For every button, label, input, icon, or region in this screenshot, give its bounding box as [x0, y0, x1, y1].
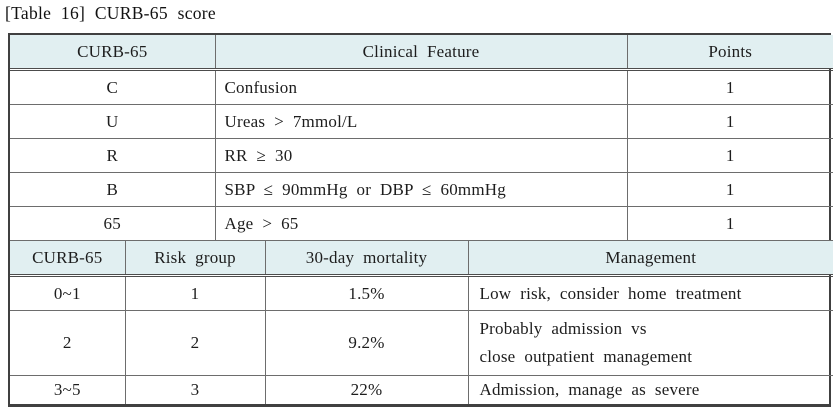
risk-group-cell: 2: [124, 310, 266, 376]
score-key-cell: U: [10, 104, 216, 139]
management-cell: Probably admission vs close outpatient m…: [467, 310, 833, 376]
header-clinical-feature: Clinical Feature: [214, 35, 628, 71]
management-cell: Admission, manage as severe: [467, 375, 833, 404]
score-key-cell: B: [10, 172, 216, 207]
curb65-tables: CURB-65 Clinical Feature Points C Confus…: [8, 33, 833, 407]
points-cell: 1: [626, 104, 833, 139]
risk-group-cell: 3: [124, 375, 266, 404]
score-range-cell: 0~1: [10, 275, 126, 311]
points-cell: 1: [626, 172, 833, 207]
table-row: U Ureas > 7mmol/L 1: [10, 104, 833, 139]
points-cell: 1: [626, 206, 833, 241]
score-key-cell: 65: [10, 206, 216, 241]
page: [Table 16] CURB-65 score CURB-65 Clinica…: [0, 3, 837, 407]
header-30-day-mortality: 30-day mortality: [264, 241, 469, 277]
clinical-feature-cell: Ureas > 7mmol/L: [214, 104, 628, 139]
curb65-risk-table: CURB-65 Risk group 30-day mortality Mana…: [10, 241, 833, 404]
score-key-cell: R: [10, 138, 216, 173]
clinical-feature-cell: Age > 65: [214, 206, 628, 241]
clinical-feature-cell: Confusion: [214, 69, 628, 105]
header-risk-group: Risk group: [124, 241, 266, 277]
mortality-cell: 22%: [264, 375, 469, 404]
points-cell: 1: [626, 138, 833, 173]
score-key-cell: C: [10, 69, 216, 105]
clinical-feature-cell: RR ≥ 30: [214, 138, 628, 173]
table-row: R RR ≥ 30 1: [10, 138, 833, 173]
mortality-cell: 9.2%: [264, 310, 469, 376]
table-row: 3~5 3 22% Admission, manage as severe: [10, 375, 833, 404]
header-curb65-risk: CURB-65: [10, 241, 126, 277]
risk-table-header-row: CURB-65 Risk group 30-day mortality Mana…: [10, 241, 833, 277]
table-row: C Confusion 1: [10, 69, 833, 105]
table-row: 65 Age > 65 1: [10, 206, 833, 241]
header-management: Management: [467, 241, 833, 277]
curb65-score-table: CURB-65 Clinical Feature Points C Confus…: [10, 35, 833, 241]
risk-group-cell: 1: [124, 275, 266, 311]
score-range-cell: 3~5: [10, 375, 126, 404]
table-row: 2 2 9.2% Probably admission vs close out…: [10, 310, 833, 376]
header-curb65: CURB-65: [10, 35, 216, 71]
table-row: 0~1 1 1.5% Low risk, consider home treat…: [10, 275, 833, 311]
mortality-cell: 1.5%: [264, 275, 469, 311]
points-cell: 1: [626, 69, 833, 105]
score-range-cell: 2: [10, 310, 126, 376]
table-caption: [Table 16] CURB-65 score: [5, 3, 216, 23]
table-row: B SBP ≤ 90mmHg or DBP ≤ 60mmHg 1: [10, 172, 833, 207]
clinical-feature-cell: SBP ≤ 90mmHg or DBP ≤ 60mmHg: [214, 172, 628, 207]
header-points: Points: [626, 35, 833, 71]
score-table-header-row: CURB-65 Clinical Feature Points: [10, 35, 833, 71]
management-cell: Low risk, consider home treatment: [467, 275, 833, 311]
